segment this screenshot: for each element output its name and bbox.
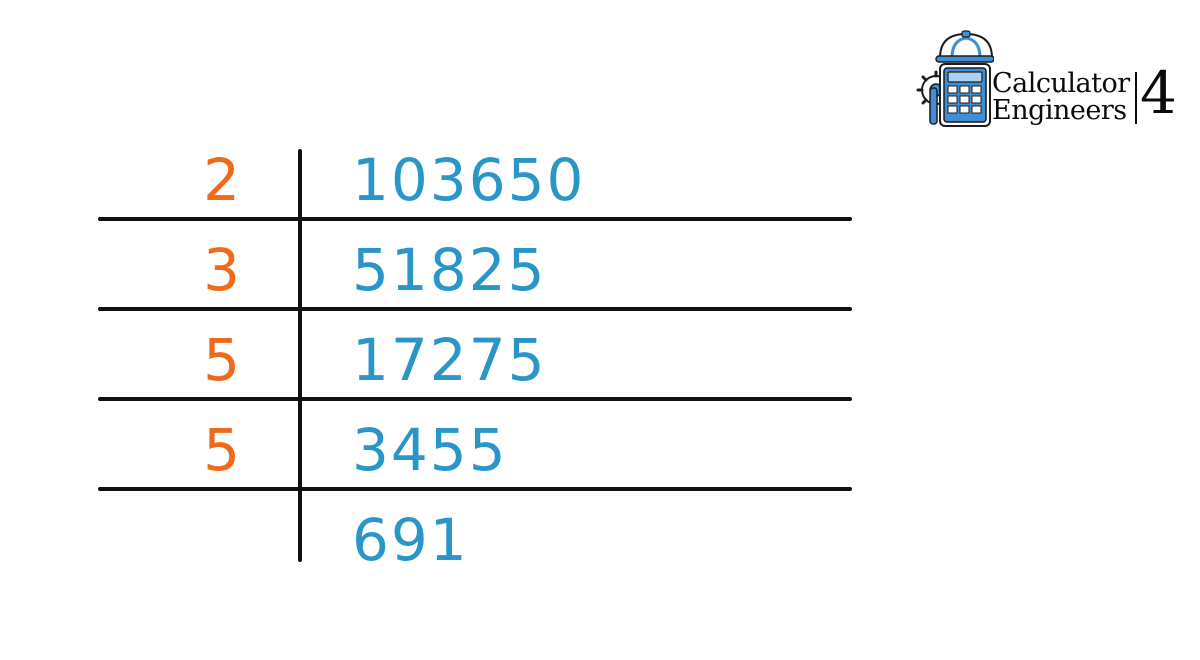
ladder-row: 691 [0,508,900,598]
ladder-row-rule [98,487,852,491]
quotient: 51825 [352,236,547,304]
divisor: 5 [203,416,240,484]
brand-logo: Calculator Engineers 4 [916,28,1177,132]
ladder-row: 5 3455 [0,418,900,508]
quotient: 691 [352,506,469,574]
quotient: 17275 [352,326,547,394]
quotient: 103650 [352,146,586,214]
logo-divider [1135,72,1137,124]
ladder-row-rule [98,397,852,401]
calculator-hardhat-icon [916,30,994,127]
divisor: 2 [203,146,240,214]
divisor: 5 [203,326,240,394]
logo-line-calculator: Calculator [992,68,1130,99]
ladder-row: 3 51825 [0,238,900,328]
prime-factor-ladder: 2 103650 3 51825 5 17275 5 3455 691 [0,148,900,598]
calculator-icon [939,63,991,127]
wrench-icon [929,87,938,125]
ladder-row-rule [98,217,852,221]
logo-line-engineers: Engineers [992,95,1127,126]
ladder-row: 2 103650 [0,148,900,238]
quotient: 3455 [352,416,508,484]
logo-number: 4 [1140,59,1177,127]
hardhat-icon [935,30,994,63]
ladder-row: 5 17275 [0,328,900,418]
divisor: 3 [203,236,240,304]
ladder-row-rule [98,307,852,311]
ladder-vertical-rule [298,149,302,562]
logo-wordmark: Calculator Engineers [992,70,1130,124]
